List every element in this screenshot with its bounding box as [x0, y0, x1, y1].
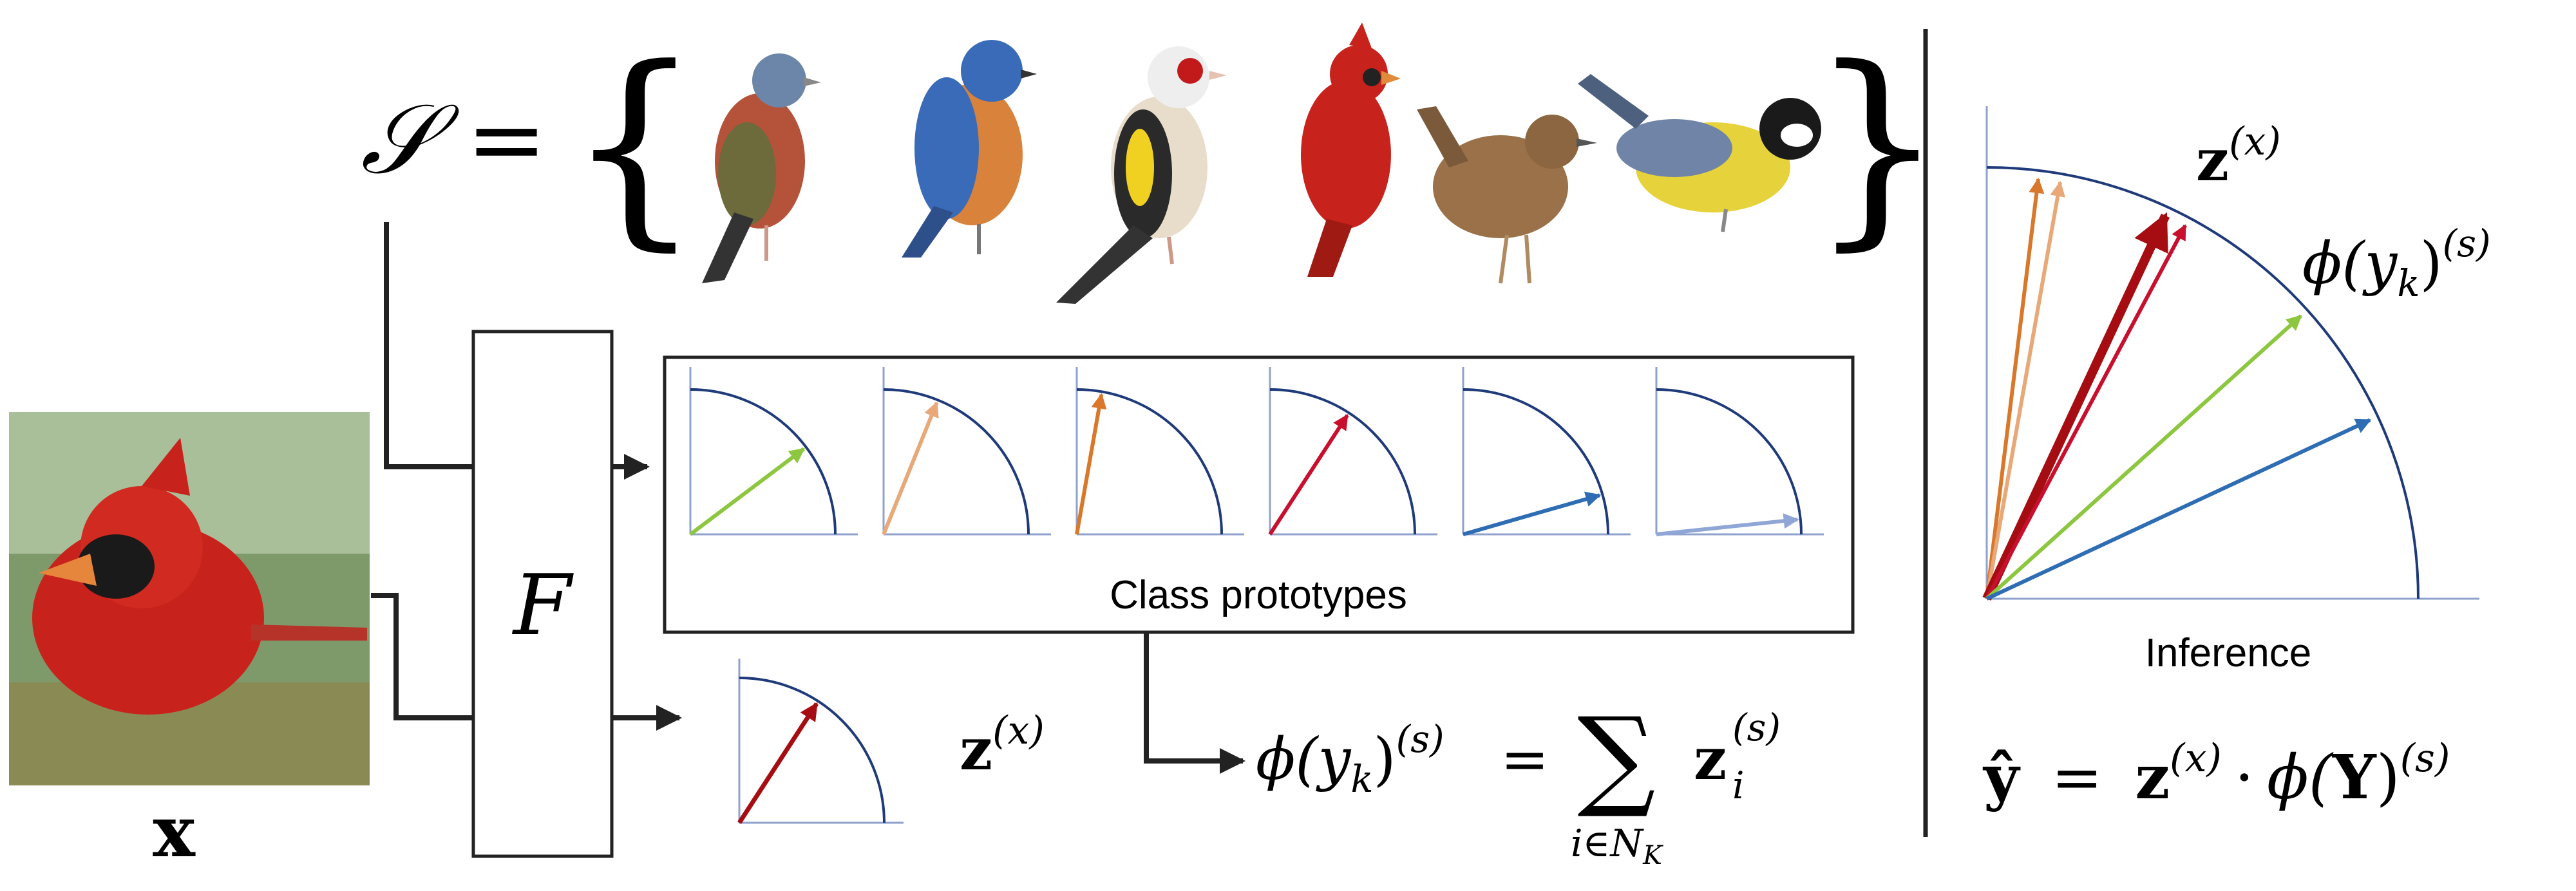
query-label: x: [153, 790, 196, 873]
svg-text:ŷ = z(x)·ϕ(Y)(s): ŷ = z(x) · ϕ(Y)(s): [1982, 736, 2450, 813]
prototype-plots: [689, 367, 1824, 536]
support-set: 𝒮 = { }: [361, 22, 1945, 304]
prototype-plot-2-arc: [1076, 388, 1223, 535]
inference-title: Inference: [2145, 631, 2312, 675]
inference-plot: [1982, 106, 2479, 601]
inference-formula-z: z: [2135, 742, 2170, 813]
svg-text:z(x): z(x): [2196, 119, 2281, 194]
inference-plot-vector-1: [1985, 181, 2066, 599]
inference-formula-phi: ϕ(: [2267, 742, 2334, 813]
inference-formula-dot: ·: [2235, 742, 2254, 813]
formula-phi-sub: k: [1350, 757, 1373, 801]
prototype-plot-3: [1268, 367, 1437, 536]
formula-sum: ∑: [1577, 694, 1655, 821]
formula-phi-close: ): [1373, 726, 1396, 793]
inference-phi: ϕ(y: [2302, 230, 2398, 297]
svg-text:z(x): z(x): [960, 708, 1045, 783]
bird-cardinal-image: [1301, 23, 1401, 277]
prototype-plot-3-arc: [1269, 388, 1416, 535]
connector-lines: [371, 222, 1245, 774]
prototype-plot-4-vector-0: [1463, 491, 1602, 536]
inference-phi-sub: k: [2397, 261, 2420, 305]
inference-formula: ŷ = z(x) · ϕ(Y)(s): [1982, 736, 2450, 813]
formula-sum-sub-k: K: [1642, 841, 1663, 870]
inference-plot-vector-2: [1982, 212, 2170, 601]
formula-term-z: z: [1694, 725, 1727, 793]
inference-plot-vector-4: [1985, 314, 2302, 601]
bird-wren-image: [1417, 106, 1597, 284]
formula-term-sub: i: [1732, 764, 1745, 807]
prototype-plot-0-vector-0: [689, 447, 806, 536]
query-embedding-plot-arc: [739, 677, 886, 823]
support-set-close-brace: }: [1810, 22, 1945, 269]
inference-formula-Y: Y: [2332, 742, 2377, 813]
prototype-plot-2-vector-0: [1075, 393, 1107, 535]
inference-phi-sup: (s): [2443, 221, 2491, 265]
formula-equals: =: [1501, 726, 1549, 793]
prototypes-box: [663, 355, 1855, 634]
support-set-label: 𝒮 =: [361, 84, 547, 196]
prototype-formula: ϕ(yk)(s) = ∑ i∈NK z (s) i: [1256, 694, 1781, 870]
query-embedding-plot: [737, 659, 904, 824]
inference-plot-vector-5: [1985, 418, 2372, 601]
inference-formula-z-sup: (x): [2170, 736, 2222, 781]
prototype-plot-2: [1075, 367, 1244, 536]
formula-sum-sub: i∈N: [1571, 821, 1644, 865]
svg-text:i∈NK: i∈NK: [1571, 821, 1663, 870]
formula-phi: ϕ(y: [1256, 726, 1351, 793]
prototypes-caption: Class prototypes: [1110, 573, 1407, 617]
encoder-box: [471, 330, 614, 858]
prototype-plot-5-vector-0: [1656, 513, 1799, 536]
bird-chaffinch-image: [702, 53, 821, 283]
inference-formula-close: ): [2376, 742, 2400, 813]
svg-text:ϕ(yk)(s): ϕ(yk)(s): [1256, 717, 1444, 801]
inference-labels: z(x) ϕ(yk)(s): [2196, 119, 2491, 305]
query-embedding-plot-vector-0: [737, 702, 819, 824]
inference-formula-equals: =: [2051, 742, 2103, 813]
formula-phi-sup: (s): [1396, 717, 1444, 761]
query-embedding-sup: (x): [992, 708, 1045, 753]
prototype-plot-5: [1655, 367, 1824, 536]
query-image: [9, 412, 370, 785]
inference-z: z: [2196, 126, 2229, 194]
bird-bluebird-image: [902, 40, 1037, 258]
bird-great-tit-image: [1578, 74, 1821, 232]
query-embedding-z: z: [960, 715, 992, 783]
prototype-plot-0-arc: [690, 388, 837, 535]
bird-goldfinch-image: [1056, 46, 1227, 304]
prototype-plot-1: [882, 367, 1051, 536]
inference-plot-arc: [1986, 166, 2420, 599]
prototype-plot-5-arc: [1656, 388, 1803, 535]
svg-text:ϕ(yk)(s): ϕ(yk)(s): [2302, 221, 2491, 305]
prototype-plot-3-vector-0: [1268, 414, 1349, 536]
prototype-plot-4: [1462, 367, 1631, 536]
inference-phi-close: ): [2420, 230, 2442, 297]
prototype-plot-1-arc: [883, 388, 1030, 535]
inference-formula-sup: (s): [2400, 736, 2450, 781]
inference-z-sup: (x): [2229, 119, 2281, 164]
prototype-plot-4-arc: [1463, 388, 1609, 535]
inference-plot-vector-3: [1985, 224, 2187, 600]
formula-term-sup: (s): [1732, 706, 1781, 749]
prototype-plot-0: [689, 367, 858, 536]
encoder-label: F: [512, 556, 574, 654]
query-embedding-label: z(x): [960, 708, 1045, 783]
svg-text:z: z: [1694, 725, 1727, 793]
support-set-open-brace: {: [567, 22, 702, 269]
prototype-plot-1-vector-0: [882, 401, 939, 536]
inference-formula-yhat: ŷ: [1982, 742, 2021, 813]
inference-plot-vector-0: [1985, 177, 2045, 599]
